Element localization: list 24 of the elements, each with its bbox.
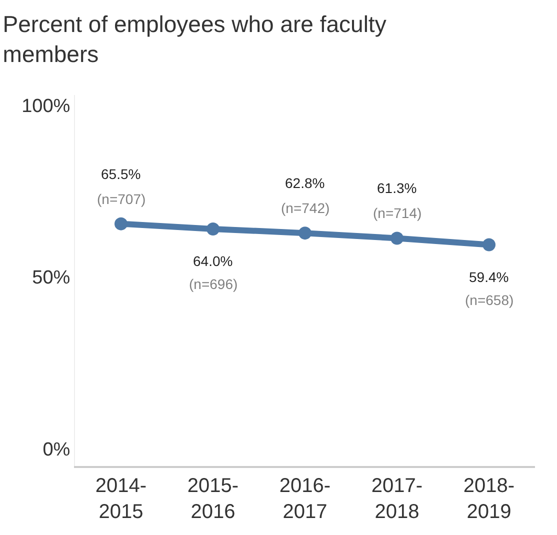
y-tick-label: 50% xyxy=(32,268,70,289)
point xyxy=(482,238,496,252)
annotation: (n=696) xyxy=(189,276,238,292)
point xyxy=(298,226,312,240)
chart-title: Percent of employees who are faculty members xyxy=(2,11,387,67)
annotation: (n=714) xyxy=(373,205,422,221)
data-label: 64.0% xyxy=(193,253,233,269)
x-tick-label: 2014-2015 xyxy=(95,475,147,523)
point xyxy=(206,222,220,236)
data-label: 62.8% xyxy=(285,175,325,191)
x-tick-label: 2017-2018 xyxy=(371,475,423,523)
y-tick-label: 100% xyxy=(22,96,70,117)
annotation: (n=658) xyxy=(465,292,514,308)
point xyxy=(114,217,128,230)
data-label: 65.5% xyxy=(101,166,141,182)
annotation: (n=707) xyxy=(97,191,146,207)
data-label: 61.3% xyxy=(377,180,417,196)
point xyxy=(390,232,404,245)
x-tick-label: 2015-2016 xyxy=(187,475,239,523)
x-tick-label: 2018-2019 xyxy=(463,475,515,523)
x-tick-label: 2016-2017 xyxy=(279,475,331,523)
annotation: (n=742) xyxy=(281,200,330,216)
data-label: 59.4% xyxy=(469,269,509,285)
y-tick-label: 0% xyxy=(42,439,70,460)
